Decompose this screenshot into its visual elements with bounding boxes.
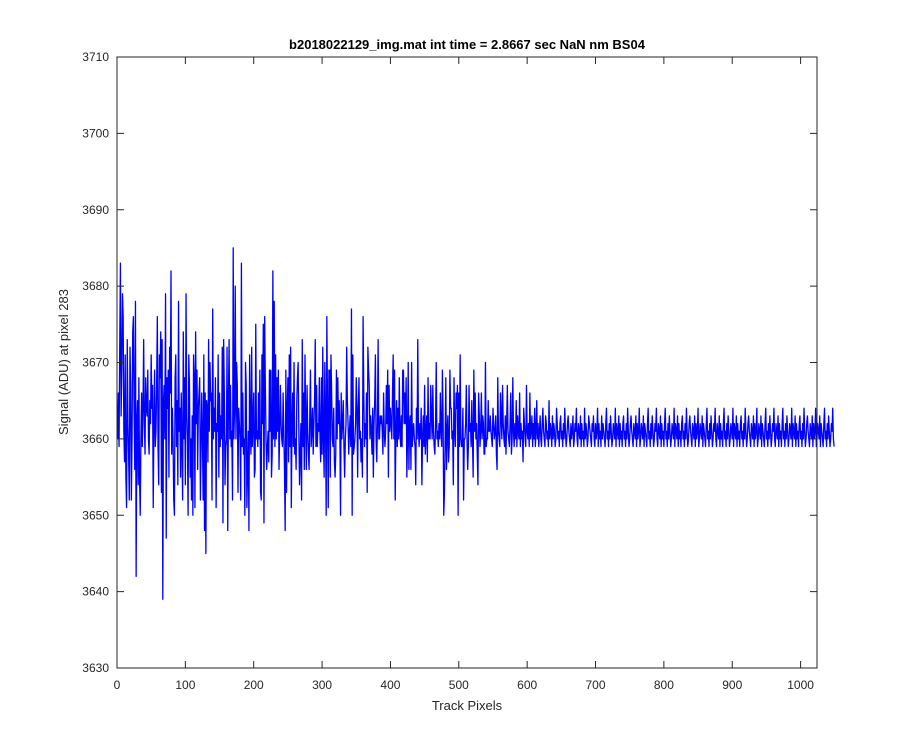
x-tick-label: 1000 xyxy=(787,678,814,692)
y-tick-label: 3670 xyxy=(82,356,109,370)
y-tick-label: 3710 xyxy=(82,50,109,64)
x-tick-label: 800 xyxy=(654,678,674,692)
y-tick-label: 3650 xyxy=(82,508,109,522)
y-tick-label: 3700 xyxy=(82,126,109,140)
y-tick-label: 3640 xyxy=(82,585,109,599)
x-tick-label: 500 xyxy=(449,678,469,692)
x-tick-label: 900 xyxy=(722,678,742,692)
y-tick-label: 3630 xyxy=(82,661,109,675)
y-tick-label: 3680 xyxy=(82,279,109,293)
series-line-0 xyxy=(117,247,835,600)
x-axis-label: Track Pixels xyxy=(432,698,503,713)
x-tick-label: 400 xyxy=(380,678,400,692)
chart-title: b2018022129_img.mat int time = 2.8667 se… xyxy=(289,37,646,52)
x-tick-label: 200 xyxy=(244,678,264,692)
x-tick-label: 0 xyxy=(114,678,121,692)
x-tick-label: 600 xyxy=(517,678,537,692)
y-tick-label: 3660 xyxy=(82,432,109,446)
x-tick-label: 700 xyxy=(586,678,606,692)
y-tick-label: 3690 xyxy=(82,203,109,217)
axes-layer: 0 100 200 300 400 500 600 700 800 900 1000 3630 3640… xyxy=(82,50,818,692)
y-axis-label: Signal (ADU) at pixel 283 xyxy=(56,289,71,435)
x-tick-label: 100 xyxy=(175,678,195,692)
series-layer xyxy=(117,247,835,600)
x-tick-label: 300 xyxy=(312,678,332,692)
